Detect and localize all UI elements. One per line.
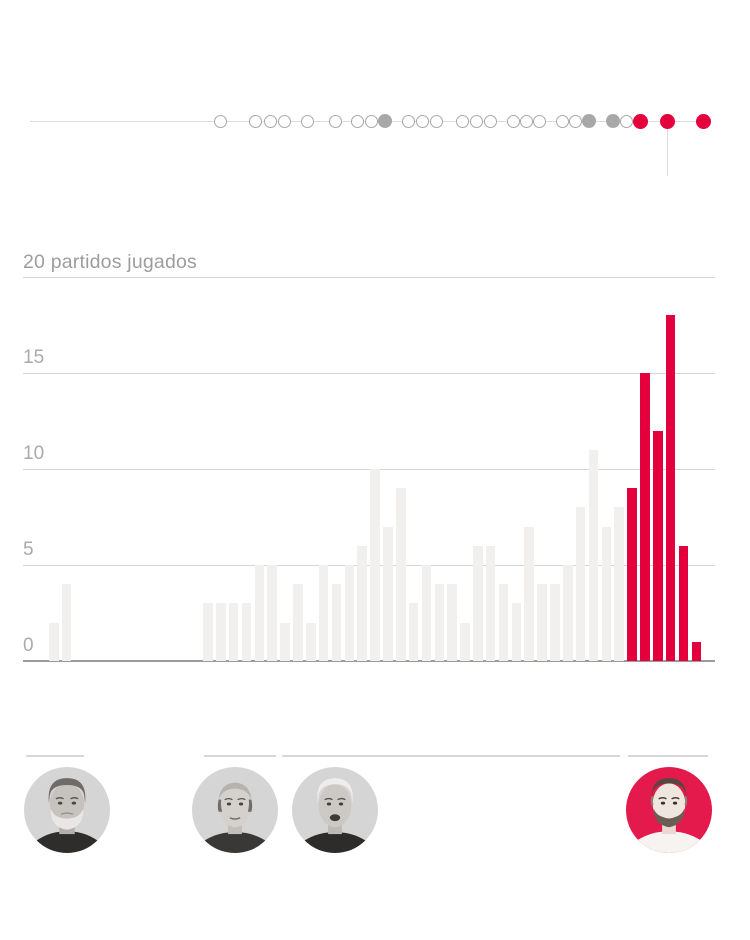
- timeline-dot-filled: [582, 114, 596, 128]
- timeline-dot-red: [695, 113, 711, 129]
- coach-portrait-2: [192, 767, 278, 853]
- bar: [228, 603, 239, 661]
- footer-rule-3: [282, 755, 620, 757]
- bar: [588, 449, 599, 661]
- footer-rule-4: [628, 755, 708, 757]
- bar: [460, 622, 470, 661]
- bar: [357, 545, 367, 661]
- bar: [408, 603, 419, 661]
- bar-highlighted: [665, 315, 676, 661]
- bar-highlighted: [640, 373, 650, 661]
- coach-portrait-1: [24, 767, 110, 853]
- timeline-dot-open: [506, 114, 520, 128]
- portrait-face-illustration: [298, 778, 372, 853]
- bar: [370, 469, 380, 661]
- timeline-dot-open: [483, 114, 497, 128]
- timeline-dot-open: [519, 114, 533, 128]
- timeline-dot-open: [555, 114, 569, 128]
- bar: [331, 584, 342, 661]
- portrait-face-illustration: [32, 778, 102, 853]
- timeline-dot-open: [328, 114, 342, 128]
- timeline-dot-red: [632, 113, 648, 129]
- bar-highlighted: [652, 430, 663, 661]
- timeline-dot-open: [619, 114, 633, 128]
- bar: [485, 545, 496, 661]
- bar: [241, 603, 252, 661]
- portrait-face-illustration: [631, 778, 707, 853]
- footer-rule-2: [204, 755, 276, 757]
- timeline-dot-open: [532, 114, 546, 128]
- timeline-dot-open: [277, 114, 291, 128]
- timeline-dot-open: [415, 114, 429, 128]
- bar: [537, 584, 547, 661]
- bar: [203, 603, 213, 661]
- bar: [511, 603, 522, 661]
- chart-title: 20 partidos jugados: [23, 251, 198, 273]
- gridline-15: [23, 373, 715, 374]
- timeline-dot-open: [213, 114, 227, 128]
- bar: [254, 565, 265, 661]
- bar: [383, 526, 393, 661]
- timeline-dot-open: [350, 114, 364, 128]
- timeline-dot-open: [263, 114, 277, 128]
- portrait-face-illustration: [198, 782, 272, 853]
- bar: [524, 526, 535, 661]
- timeline-dot-open: [568, 114, 582, 128]
- gridline-5: [23, 565, 715, 566]
- bar: [395, 488, 406, 661]
- bar: [550, 584, 560, 661]
- timeline-dot-open: [364, 114, 378, 128]
- timeline-dot-open: [401, 114, 415, 128]
- bar: [421, 565, 432, 661]
- bar: [216, 603, 226, 661]
- bar: [318, 565, 329, 661]
- bar: [614, 507, 624, 661]
- bar: [49, 622, 59, 661]
- bar-highlighted: [678, 545, 689, 661]
- timeline-dot-filled: [378, 114, 392, 128]
- timeline-highlight-connector: [666, 128, 668, 176]
- y-tick-label-15: 15: [23, 347, 45, 368]
- coach-portrait-3: [292, 767, 378, 853]
- bar: [61, 584, 72, 661]
- bar: [447, 584, 457, 661]
- bar: [267, 565, 278, 661]
- bar: [434, 584, 445, 661]
- bar: [563, 565, 573, 661]
- bar: [498, 584, 509, 661]
- x-axis-baseline: [23, 660, 715, 662]
- timeline-dot-open: [455, 114, 469, 128]
- bar: [280, 622, 290, 661]
- gridline-10: [23, 469, 715, 470]
- timeline-dot-open: [300, 114, 314, 128]
- y-tick-label-5: 5: [23, 539, 34, 560]
- bar: [293, 584, 303, 661]
- timeline-dot-filled: [606, 114, 620, 128]
- gridline-20: [23, 277, 715, 278]
- bar-highlighted: [691, 641, 702, 661]
- timeline-dot-open: [248, 114, 262, 128]
- timeline-dot-open: [469, 114, 483, 128]
- timeline-dot-open: [429, 114, 443, 128]
- bar: [601, 526, 612, 661]
- bar: [344, 565, 355, 661]
- bar: [473, 545, 483, 661]
- bar: [575, 507, 586, 661]
- y-tick-label-0: 0: [23, 635, 34, 656]
- y-tick-label-10: 10: [23, 443, 45, 464]
- footer-rule-1: [26, 755, 84, 757]
- coach-portrait-4: [626, 767, 712, 853]
- bar: [306, 622, 316, 661]
- timeline-dot-red: [659, 113, 675, 129]
- bar-highlighted: [627, 488, 637, 661]
